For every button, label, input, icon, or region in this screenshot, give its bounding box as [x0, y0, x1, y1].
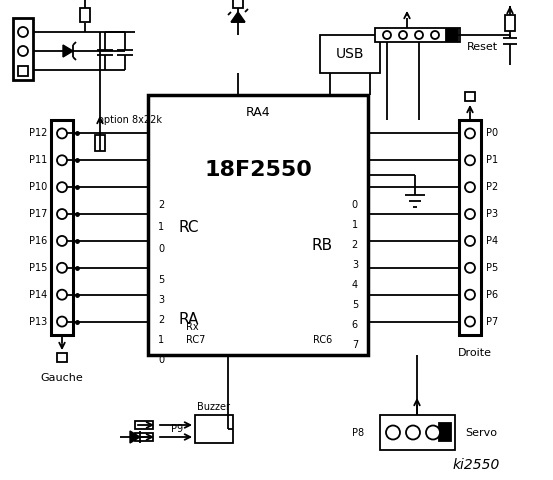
Text: 0: 0 — [352, 200, 358, 210]
Circle shape — [18, 46, 28, 56]
Circle shape — [57, 263, 67, 273]
Text: P13: P13 — [29, 317, 47, 326]
Circle shape — [465, 182, 475, 192]
Text: P0: P0 — [486, 129, 498, 138]
Bar — [57, 353, 67, 362]
Text: 3: 3 — [158, 295, 164, 305]
Circle shape — [57, 209, 67, 219]
Bar — [135, 433, 153, 441]
Text: P15: P15 — [29, 263, 47, 273]
Circle shape — [18, 27, 28, 37]
Circle shape — [465, 290, 475, 300]
Circle shape — [57, 317, 67, 326]
Text: RC6: RC6 — [313, 335, 332, 345]
Polygon shape — [63, 45, 73, 57]
Text: RA4: RA4 — [246, 107, 270, 120]
Text: Buzzer: Buzzer — [197, 402, 231, 412]
Circle shape — [426, 425, 440, 440]
Text: Droite: Droite — [458, 348, 492, 358]
Circle shape — [415, 31, 423, 39]
Text: P17: P17 — [29, 209, 47, 219]
Text: 1: 1 — [158, 222, 164, 232]
Text: P3: P3 — [486, 209, 498, 219]
Bar — [375, 28, 460, 42]
Text: 5: 5 — [158, 275, 164, 285]
Circle shape — [57, 156, 67, 165]
Bar — [80, 8, 90, 22]
Circle shape — [386, 425, 400, 440]
Bar — [233, 0, 243, 8]
Circle shape — [399, 31, 407, 39]
Bar — [505, 15, 515, 31]
Text: ki2550: ki2550 — [452, 458, 500, 472]
Text: 6: 6 — [352, 320, 358, 330]
Text: 0: 0 — [158, 355, 164, 365]
Circle shape — [465, 129, 475, 138]
Circle shape — [57, 236, 67, 246]
Circle shape — [383, 31, 391, 39]
Text: Servo: Servo — [465, 428, 497, 437]
Circle shape — [465, 236, 475, 246]
Text: 4: 4 — [352, 280, 358, 290]
Text: P14: P14 — [29, 290, 47, 300]
Bar — [459, 120, 481, 335]
Bar — [380, 415, 455, 450]
Text: P4: P4 — [486, 236, 498, 246]
Text: RC7: RC7 — [186, 335, 205, 345]
Circle shape — [465, 156, 475, 165]
Text: 3: 3 — [352, 260, 358, 270]
Text: 2: 2 — [158, 200, 164, 210]
Text: USB: USB — [336, 47, 364, 61]
Bar — [13, 18, 33, 80]
Bar — [320, 35, 380, 73]
Bar — [18, 66, 28, 76]
Bar — [465, 92, 475, 101]
Circle shape — [465, 263, 475, 273]
Text: 2: 2 — [158, 315, 164, 325]
Text: Reset: Reset — [467, 42, 498, 52]
Circle shape — [57, 129, 67, 138]
Bar — [135, 421, 153, 429]
Polygon shape — [130, 431, 140, 443]
Bar — [51, 120, 73, 335]
Text: P2: P2 — [486, 182, 498, 192]
Text: 2: 2 — [352, 240, 358, 250]
Circle shape — [57, 182, 67, 192]
Circle shape — [431, 31, 439, 39]
Text: P16: P16 — [29, 236, 47, 246]
Circle shape — [465, 209, 475, 219]
Text: 0: 0 — [158, 244, 164, 254]
Text: 5: 5 — [352, 300, 358, 310]
Bar — [446, 29, 458, 41]
Bar — [148, 95, 368, 355]
Text: P10: P10 — [29, 182, 47, 192]
Bar — [195, 415, 233, 443]
Text: RB: RB — [312, 238, 333, 252]
Polygon shape — [231, 12, 245, 22]
Text: RC: RC — [178, 219, 199, 235]
Text: P9: P9 — [171, 424, 183, 434]
Text: 1: 1 — [158, 335, 164, 345]
Text: Gauche: Gauche — [40, 373, 84, 383]
Text: Rx: Rx — [186, 322, 199, 332]
Circle shape — [406, 425, 420, 440]
Text: P8: P8 — [352, 428, 364, 437]
Text: P12: P12 — [29, 129, 47, 138]
Text: 1: 1 — [352, 220, 358, 230]
Bar — [439, 423, 451, 441]
Text: P1: P1 — [486, 156, 498, 165]
Text: P6: P6 — [486, 290, 498, 300]
Text: P11: P11 — [29, 156, 47, 165]
Text: 18F2550: 18F2550 — [204, 160, 312, 180]
Text: P5: P5 — [486, 263, 498, 273]
Bar — [95, 135, 105, 151]
Text: RA: RA — [178, 312, 199, 327]
Circle shape — [57, 290, 67, 300]
Text: 7: 7 — [352, 340, 358, 350]
Text: option 8x22k: option 8x22k — [98, 115, 162, 125]
Text: P7: P7 — [486, 317, 498, 326]
Circle shape — [465, 317, 475, 326]
